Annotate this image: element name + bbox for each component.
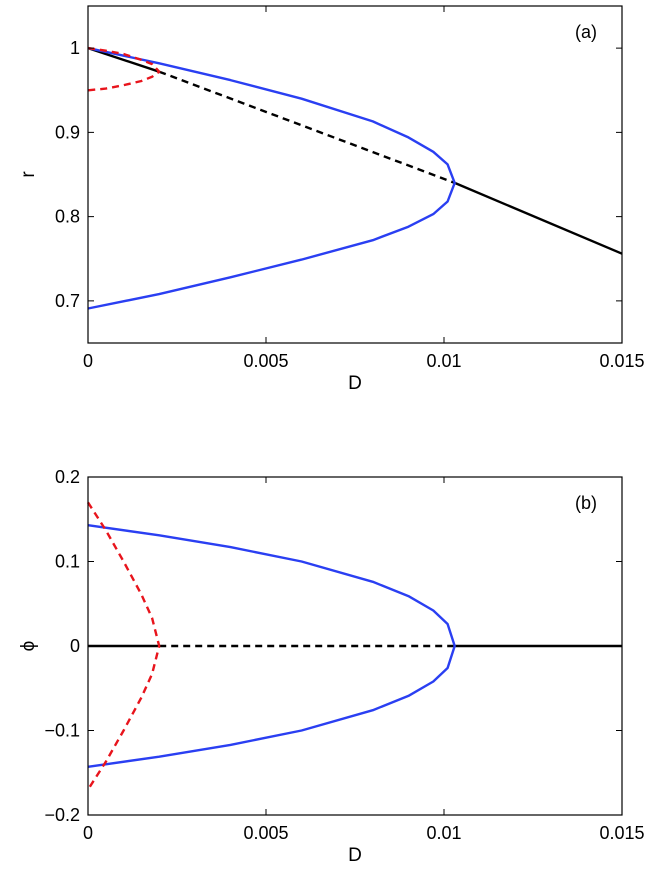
axes-frame (87, 5, 623, 344)
series-line-1 (158, 70, 456, 185)
x-tick-label: 0.01 (426, 823, 461, 843)
y-tick-label: −0.2 (44, 805, 80, 825)
y-tick-label: 1 (70, 38, 80, 58)
y-tick-label: 0.7 (55, 291, 80, 311)
y-tick-label: 0.2 (55, 467, 80, 487)
x-tick-label: 0.005 (243, 823, 288, 843)
x-axis-label: D (348, 845, 362, 866)
y-axis-label: ϕ (18, 641, 39, 652)
x-tick-label: 0.015 (599, 351, 644, 371)
x-tick-label: 0 (83, 823, 93, 843)
panel-a: 0 0.005 0.01 0.015 0.7 0.8 0.9 1 Dr (a) (18, 5, 645, 394)
y-tick-label: 0.1 (55, 552, 80, 572)
x-tick-label: 0.01 (426, 351, 461, 371)
panel-label: (a) (575, 22, 597, 42)
x-tick-label: 0.005 (243, 351, 288, 371)
series-line-4 (87, 46, 161, 92)
x-tick-label: 0 (83, 351, 93, 371)
y-tick-label: −0.1 (44, 721, 80, 741)
panel-label: (b) (575, 493, 597, 513)
y-tick-label: 0 (70, 636, 80, 656)
y-tick-label: 0.8 (55, 207, 80, 227)
panel-b: 0 0.005 0.01 0.015 −0.2 −0.1 0 0.1 0.2 Dϕ (b) (18, 467, 645, 866)
series-line-3 (87, 46, 456, 310)
series-line-0 (87, 46, 160, 73)
y-tick-label: 0.9 (55, 122, 80, 142)
x-axis-label: D (348, 373, 362, 394)
series-line-4 (86, 501, 161, 791)
x-tick-label: 0.015 (599, 823, 644, 843)
series-line-3 (87, 524, 456, 768)
y-axis-label: r (18, 171, 39, 178)
series-line-2 (454, 181, 623, 255)
